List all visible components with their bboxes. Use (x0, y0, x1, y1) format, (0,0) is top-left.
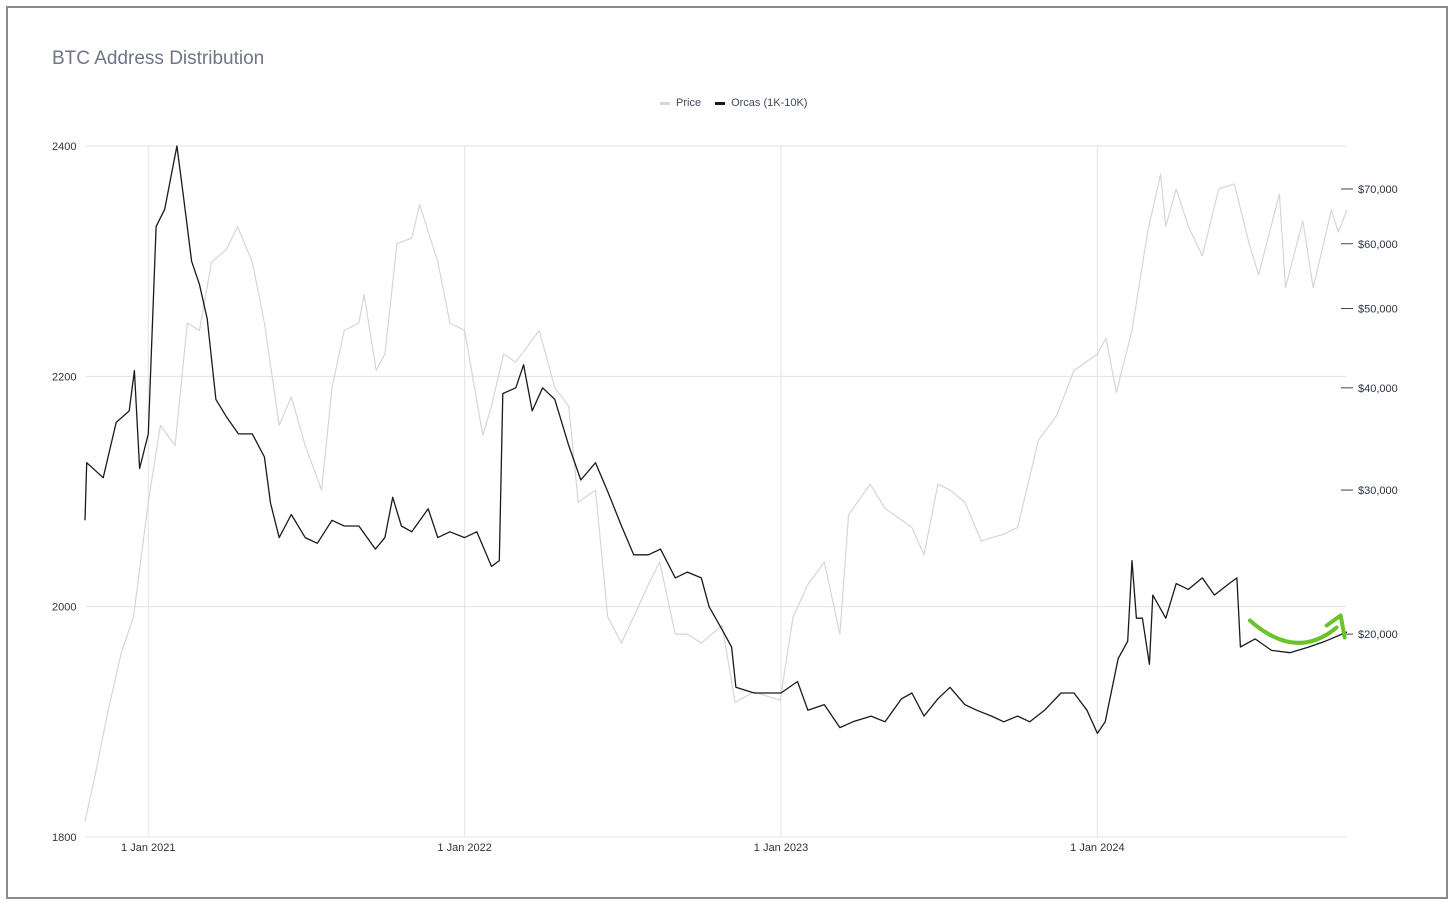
y-right-tick-label: $30,000 (1358, 485, 1398, 497)
annotation-arrowhead (1324, 613, 1347, 640)
y-right-tick-label: $40,000 (1358, 383, 1398, 395)
y-right-tick-label: $20,000 (1358, 629, 1398, 641)
legend-label-orcas: Orcas (1K-10K) (731, 97, 808, 109)
y-left-tick-label: 1800 (52, 832, 76, 844)
orcas-line (84, 145, 1348, 735)
y-right-tick-label: $50,000 (1358, 304, 1398, 316)
legend-swatch-price (660, 101, 670, 105)
y-left-tick-label: 2000 (52, 602, 76, 614)
y-right-tick-label: $60,000 (1358, 239, 1398, 251)
y-right-tick-label: $70,000 (1358, 184, 1398, 196)
x-tick-label: 1 Jan 2023 (754, 842, 808, 854)
legend-item-price[interactable]: Price (660, 97, 701, 109)
legend-swatch-orcas (715, 101, 726, 105)
y-left-tick-label: 2400 (52, 141, 76, 153)
x-tick-label: 1 Jan 2022 (437, 842, 491, 854)
y-left-tick-label: 2200 (52, 371, 76, 383)
chart-title: BTC Address Distribution (52, 48, 265, 69)
legend-item-orcas[interactable]: Orcas (1K-10K) (715, 97, 807, 109)
legend: Price Orcas (1K-10K) (660, 97, 807, 109)
annotation-arrow (1247, 618, 1339, 645)
price-line (84, 173, 1348, 822)
legend-label-price: Price (676, 97, 702, 109)
x-tick-label: 1 Jan 2024 (1070, 842, 1124, 854)
x-tick-label: 1 Jan 2021 (121, 842, 175, 854)
chart-frame (6, 6, 1448, 899)
